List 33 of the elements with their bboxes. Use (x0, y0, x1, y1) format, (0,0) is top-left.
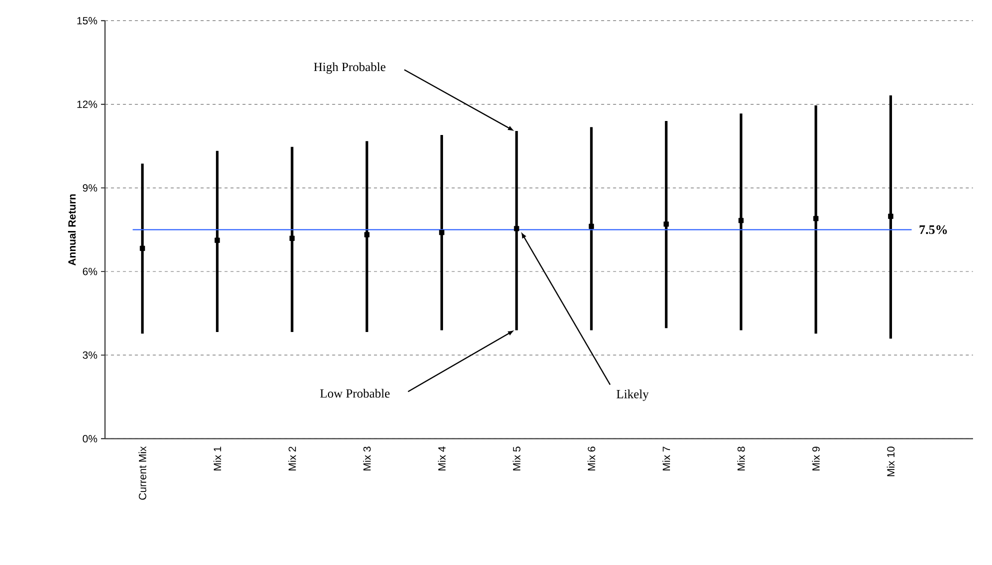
point (738, 218, 744, 224)
annotation: Low Probable (320, 388, 390, 398)
x-tick-label: Current Mix (138, 446, 146, 500)
x-tick-label: Mix 7 (662, 446, 670, 470)
point (888, 214, 894, 219)
y-tick-label: 6% (82, 268, 98, 276)
point (514, 226, 520, 232)
y-tick-label: 3% (82, 351, 98, 359)
point (140, 246, 146, 251)
point (588, 224, 594, 229)
x-tick-label: Mix 2 (288, 446, 296, 470)
x-tick-label: Mix 10 (886, 446, 895, 476)
x-tick-label: Mix 6 (588, 446, 596, 470)
x-tick-label: Mix 8 (737, 446, 745, 470)
ref-line-label: 7.5% (920, 225, 947, 234)
x-tick-label: Mix 4 (438, 446, 446, 470)
y-tick-label: 15% (77, 17, 98, 24)
annotation: Likely (616, 390, 649, 401)
x-tick-label: Mix 9 (812, 446, 820, 470)
point (439, 230, 444, 236)
x-tick-label: Mix 1 (213, 446, 222, 470)
x-tick-label: Mix 5 (512, 446, 520, 470)
y-tick-label: 12% (77, 100, 98, 108)
point (214, 238, 220, 243)
point (813, 216, 818, 222)
y-tick-label: 9% (82, 184, 98, 192)
point (364, 232, 370, 238)
y-tick-label: 0% (82, 435, 98, 442)
point (289, 236, 295, 241)
y-axis-title: Annual Return (68, 194, 76, 266)
point (664, 222, 669, 227)
annotation: High Probable (314, 62, 386, 74)
x-tick-label: Mix 3 (363, 446, 371, 470)
